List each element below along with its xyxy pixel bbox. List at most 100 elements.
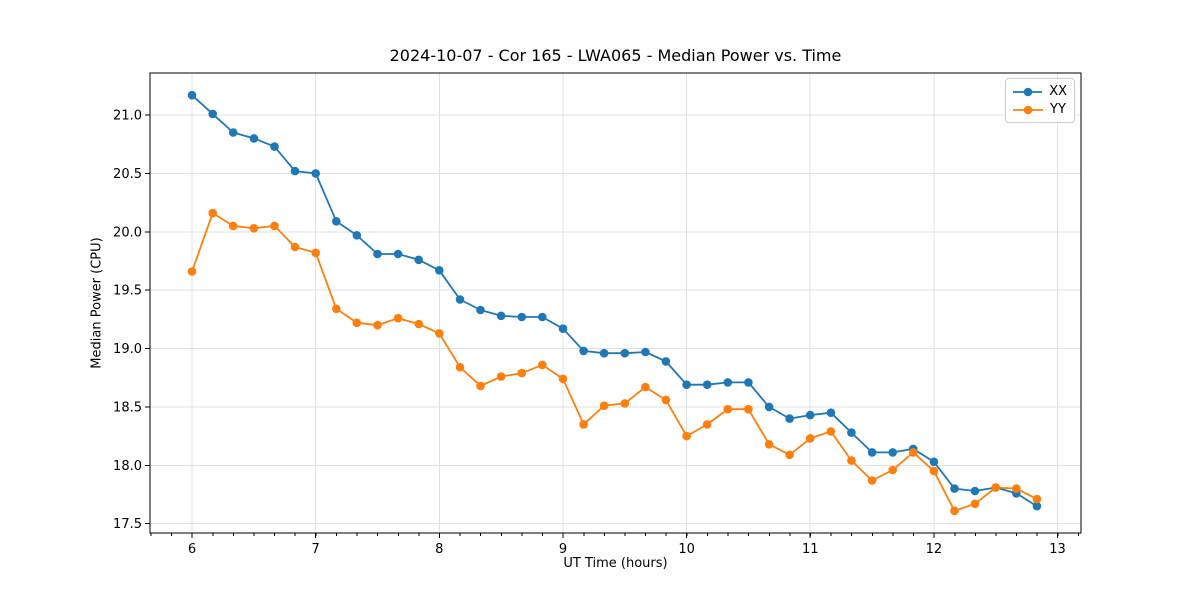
data-point-YY [249,224,259,233]
data-point-YY [785,450,794,460]
data-point-YY [641,382,650,392]
data-point-YY [847,456,856,465]
data-point-XX [847,428,856,437]
y-tick-label: 19.5 [113,284,142,299]
data-point-XX [538,312,547,322]
data-point-YY [599,401,609,411]
data-point-XX [373,249,382,259]
data-point-XX [208,109,217,119]
data-point-XX [929,457,939,467]
data-point-XX [455,295,465,304]
y-tick-label: 21.0 [113,109,142,124]
data-point-YY [290,242,300,252]
data-point-YY [970,499,980,509]
data-point-YY [950,506,959,516]
data-point-YY [579,420,588,429]
data-point-YY [929,466,939,476]
x-tick-label: 6 [188,542,196,557]
data-point-XX [290,166,300,176]
chart-title: 2024-10-07 - Cor 165 - LWA065 - Median P… [389,46,842,65]
data-point-YY [311,248,321,258]
data-point-XX [888,448,897,457]
data-point-XX [249,134,259,143]
data-point-YY [661,395,671,405]
data-point-YY [414,319,424,329]
data-point-YY [723,404,733,414]
data-point-YY [496,372,506,381]
y-tick-label: 17.5 [113,517,142,532]
y-tick-label: 20.0 [113,225,142,240]
data-point-YY [208,208,217,218]
data-point-YY [1032,494,1042,504]
data-point-XX [682,380,691,390]
data-point-XX [826,408,836,418]
legend-label: YY [1050,102,1066,117]
y-tick-label: 18.0 [113,459,142,474]
data-point-XX [187,90,197,100]
data-point-YY [702,420,712,429]
data-point-XX [579,346,588,356]
data-point-YY [991,483,1000,492]
legend-item-XX: XX [1013,83,1067,100]
data-point-YY [187,267,197,276]
data-point-YY [744,404,753,414]
data-point-XX [517,312,527,322]
x-tick-label: 11 [802,542,819,557]
x-tick-label: 7 [312,542,320,557]
data-point-YY [270,221,279,231]
x-tick-label: 10 [678,542,695,557]
data-point-XX [393,249,403,259]
data-point-XX [414,255,424,265]
series-XX-line [191,94,1038,507]
data-point-XX [641,347,650,357]
data-point-YY [682,431,691,441]
data-point-XX [723,378,733,387]
data-point-YY [558,374,568,384]
data-point-XX [352,231,362,240]
data-point-YY [393,313,403,323]
data-point-YY [435,329,444,338]
y-axis-label: Median Power (CPU) [89,237,105,369]
legend-swatch-XX-icon [1013,87,1043,96]
legend: XX YY [1005,78,1075,123]
x-tick-label: 9 [559,542,567,557]
data-point-YY [888,465,897,475]
data-point-XX [332,217,341,226]
x-tick-label: 12 [926,542,943,557]
data-point-XX [599,348,609,358]
data-point-XX [744,378,753,387]
data-point-XX [476,305,485,315]
data-point-YY [908,448,918,457]
data-point-YY [805,434,815,443]
legend-label: XX [1049,84,1067,99]
data-point-XX [805,410,815,420]
y-tick-label: 20.5 [113,167,142,182]
data-point-YY [455,362,465,372]
data-point-YY [867,476,877,485]
data-point-YY [517,368,527,378]
legend-swatch-YY-icon [1013,105,1043,114]
data-point-YY [538,360,547,370]
series-YY-markers [187,208,1042,516]
data-point-XX [702,380,712,390]
x-tick-label: 13 [1049,542,1066,557]
data-point-XX [1032,501,1042,511]
data-point-XX [558,324,568,334]
data-point-YY [826,427,836,436]
legend-item-YY: YY [1013,101,1067,118]
data-point-YY [332,304,341,314]
data-point-XX [620,348,630,358]
data-point-YY [373,320,382,330]
data-point-XX [970,486,980,496]
x-tick-label: 8 [435,542,443,557]
data-point-XX [311,169,321,178]
y-tick-label: 19.0 [113,342,142,357]
data-point-XX [228,128,238,137]
data-point-XX [950,484,959,493]
series-XX-markers [187,90,1042,511]
x-axis-label: UT Time (hours) [563,556,668,571]
data-point-XX [867,448,877,457]
data-point-XX [764,402,774,412]
axes-frame [149,72,1082,534]
